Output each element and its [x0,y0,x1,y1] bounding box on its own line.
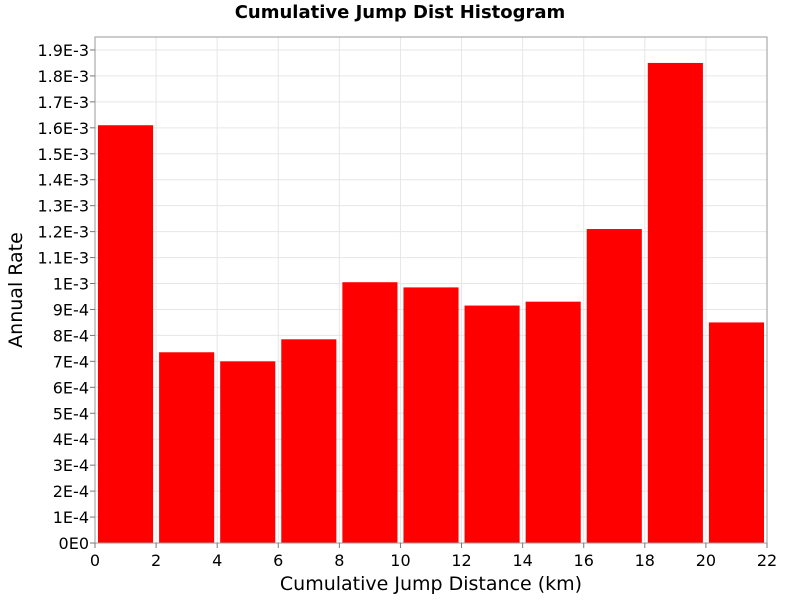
y-tick-label: 1.7E-3 [37,93,89,112]
x-tick-label: 12 [451,551,471,570]
y-tick-label: 3E-4 [53,456,89,475]
y-tick-label: 1.1E-3 [37,249,89,268]
x-tick-label: 6 [273,551,283,570]
x-tick-label: 22 [757,551,777,570]
plot-frame [94,36,768,544]
histogram-bar [647,62,703,543]
histogram-bar [525,301,581,543]
y-tick-label: 4E-4 [53,430,89,449]
histogram-bar [586,229,642,543]
y-tick-label: 9E-4 [53,300,89,319]
y-tick-label: 1E-4 [53,508,89,527]
x-tick-label: 16 [574,551,594,570]
y-tick-label: 1.3E-3 [37,197,89,216]
y-tick-label: 2E-4 [53,482,89,501]
x-tick-label: 18 [635,551,655,570]
histogram-bar [403,287,459,543]
y-axis-label: Annual Rate [5,232,27,348]
x-axis-ticks: 0 2 4 6 8 10 12 14 16 18 20 22 [90,543,777,570]
bars [98,62,764,543]
y-tick-label: 1.9E-3 [37,41,89,60]
y-tick-label: 6E-4 [53,378,89,397]
x-tick-label: 8 [334,551,344,570]
y-tick-label: 0E0 [59,534,89,553]
histogram-bar [342,282,398,543]
x-tick-label: 4 [212,551,222,570]
y-tick-label: 7E-4 [53,352,89,371]
x-tick-label: 14 [512,551,532,570]
x-tick-label: 2 [151,551,161,570]
y-tick-label: 1.6E-3 [37,119,89,138]
x-axis-label: Cumulative Jump Distance (km) [280,573,582,595]
y-tick-label: 1E-3 [53,275,89,294]
x-tick-label: 0 [90,551,100,570]
y-tick-label: 1.4E-3 [37,171,89,190]
y-tick-label: 1.2E-3 [37,223,89,242]
histogram-bar [98,125,154,543]
x-tick-label: 20 [696,551,716,570]
chart-title: Cumulative Jump Dist Histogram [234,2,566,23]
histogram-bar [464,305,520,543]
y-tick-label: 1.5E-3 [37,145,89,164]
y-tick-label: 5E-4 [53,404,89,423]
histogram-bar [159,352,215,543]
y-axis-ticks: 0E0 1E-4 2E-4 3E-4 4E-4 5E-4 6E-4 7E-4 8E-4 9E-4 1… [37,41,95,553]
y-tick-label: 8E-4 [53,326,89,345]
x-tick-label: 10 [390,551,410,570]
histogram-bar [220,361,276,543]
y-tick-label: 1.8E-3 [37,67,89,86]
histogram-bar [281,339,337,543]
histogram-bar [708,322,764,543]
